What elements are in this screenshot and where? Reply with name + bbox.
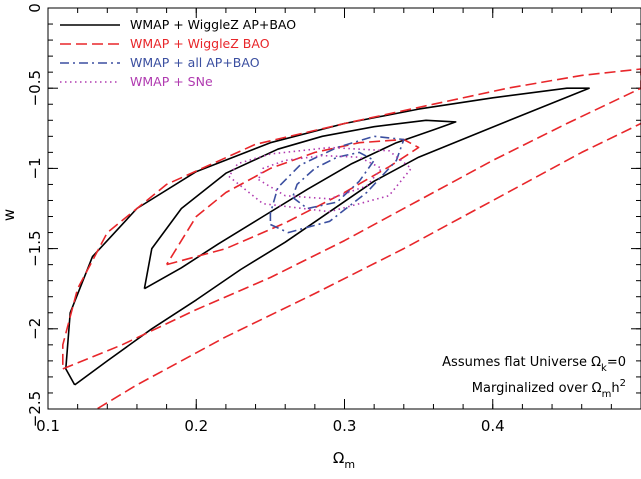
- annotation-marginalized: Marginalized over Ωmh2: [472, 378, 626, 400]
- y-tick-label: −0.5: [26, 70, 44, 106]
- plot-frame: [47, 7, 641, 410]
- contour-dotted-1: [228, 146, 412, 213]
- x-tick-label: 0.2: [184, 417, 208, 435]
- contour-dashed-2: [95, 122, 641, 409]
- contour-series: [62, 68, 641, 409]
- contour-dashdot-0: [291, 151, 375, 210]
- legend-label: WMAP + WiggleZ BAO: [130, 36, 270, 51]
- contour-dashed-0: [165, 138, 420, 266]
- y-tick-label: 0: [26, 3, 44, 13]
- y-tick-label: −1: [26, 157, 44, 179]
- legend-label: WMAP + SNe: [130, 74, 213, 89]
- legend-label: WMAP + all AP+BAO: [130, 55, 260, 70]
- x-axis-label-main: Ω: [333, 449, 344, 467]
- y-tick-label: −1.5: [26, 230, 44, 266]
- legend: WMAP + WiggleZ AP+BAO WMAP + WiggleZ BAO W…: [60, 17, 296, 89]
- legend-label: WMAP + WiggleZ AP+BAO: [130, 17, 296, 32]
- contour-dotted-0: [257, 154, 383, 200]
- x-tick-label: 0.3: [333, 417, 357, 435]
- x-tick-label: 0.4: [481, 417, 505, 435]
- x-tick-label: 0.1: [36, 417, 60, 435]
- annotation-block: Assumes flat Universe Ωk=0 Marginalized …: [442, 355, 626, 400]
- y-axis-label: w: [0, 209, 18, 221]
- x-axis-label: Ωm: [333, 449, 355, 471]
- x-axis-label-sub: m: [344, 458, 355, 471]
- contour-solid-1: [65, 87, 590, 386]
- contour-dashed-1: [62, 68, 641, 370]
- y-tick-label: −2.5: [26, 391, 44, 427]
- tick-labels: 0.1 0.2 0.3 0.4 0 −0.5 −1 −1.5 −2 −2.5: [26, 3, 505, 435]
- contour-dashdot-1: [269, 135, 405, 234]
- contour-solid-0: [143, 119, 457, 290]
- y-tick-label: −2: [26, 318, 44, 340]
- annotation-flat-universe: Assumes flat Universe Ωk=0: [442, 355, 626, 374]
